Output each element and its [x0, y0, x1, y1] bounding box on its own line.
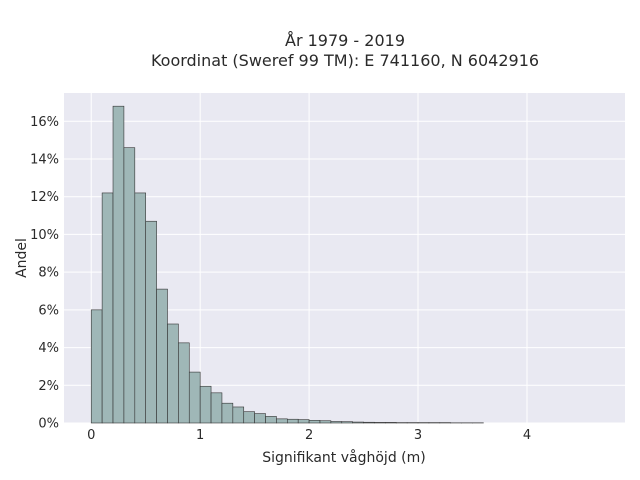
- histogram-bars: [90, 105, 484, 424]
- x-axis-label: Signifikant våghöjd (m): [262, 449, 425, 466]
- histogram-bar-19: [297, 419, 310, 424]
- x-tick-label-0: 0: [87, 428, 95, 443]
- histogram-bar-1: [101, 192, 114, 424]
- histogram-bar-6: [156, 288, 168, 424]
- y-tick-label-0: 0%: [38, 417, 59, 432]
- histogram-bar-17: [276, 418, 288, 424]
- histogram-bar-5: [145, 220, 157, 424]
- histogram-bar-18: [287, 418, 299, 424]
- y-tick-label-2: 4%: [38, 341, 59, 356]
- histogram-bar-24: [352, 421, 364, 424]
- x-tick-label-3: 3: [414, 428, 422, 443]
- x-tick-label-4: 4: [523, 428, 531, 443]
- y-tick-label-8: 16%: [30, 115, 59, 130]
- y-axis-ticks: 0% 2% 4% 6% 8% 10% 12% 14% 16%: [30, 115, 59, 432]
- y-axis-label: Andel: [14, 238, 30, 278]
- histogram-bar-3: [123, 147, 136, 424]
- histogram-bar-15: [254, 413, 266, 424]
- y-tick-label-7: 14%: [30, 153, 59, 168]
- x-tick-label-1: 1: [196, 428, 204, 443]
- histogram-bar-11: [210, 392, 223, 424]
- histogram-bar-27: [385, 422, 397, 424]
- y-tick-label-4: 8%: [38, 266, 59, 281]
- histogram-bar-21: [319, 420, 332, 424]
- histogram-bar-12: [221, 402, 234, 424]
- histogram-bar-26: [374, 422, 386, 424]
- chart-title: År 1979 - 2019: [285, 31, 405, 50]
- chart-subtitle: Koordinat (Sweref 99 TM): E 741160, N 60…: [151, 51, 539, 70]
- histogram-bar-22: [330, 421, 343, 424]
- histogram-bar-9: [188, 371, 201, 424]
- y-tick-label-3: 6%: [38, 303, 59, 318]
- histogram-bar-20: [308, 420, 321, 424]
- histogram-bar-10: [199, 385, 212, 424]
- histogram-bar-13: [232, 406, 245, 424]
- histogram-bar-7: [167, 323, 179, 424]
- y-tick-label-1: 2%: [38, 379, 59, 394]
- histogram-bar-0: [90, 309, 103, 424]
- histogram-bar-23: [341, 421, 353, 424]
- histogram-bar-2: [112, 105, 125, 424]
- histogram-bar-16: [265, 416, 277, 424]
- y-tick-label-6: 12%: [30, 190, 59, 205]
- histogram-bar-14: [243, 411, 255, 424]
- histogram-bar-4: [134, 192, 146, 424]
- x-axis-ticks: 0 1 2 3 4: [87, 428, 531, 443]
- histogram-bar-25: [363, 421, 375, 424]
- x-tick-label-2: 2: [305, 428, 313, 443]
- histogram-bar-8: [178, 342, 190, 424]
- y-tick-label-5: 10%: [30, 228, 59, 243]
